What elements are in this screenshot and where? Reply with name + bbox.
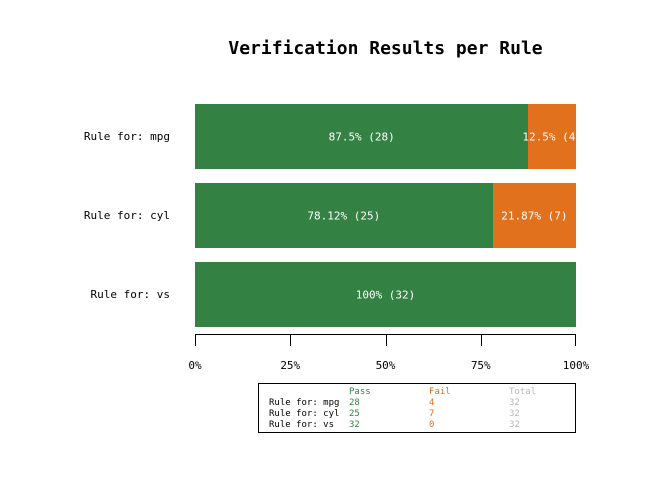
bar-segment-pass (195, 104, 529, 169)
axis-tick-label: 100% (562, 359, 590, 372)
table-cell-label: Rule for: vs (269, 420, 335, 430)
bar-segment-pass (195, 183, 493, 248)
table-cell-total: 32 (509, 420, 520, 430)
bar-category-label: Rule for: vs (90, 288, 170, 301)
stacked-bar: 87.5% (28) 12.5% (4) (195, 104, 576, 169)
axis-tick-label: 25% (280, 359, 301, 372)
stacked-bar: 78.12% (25) 21.87% (7) (195, 183, 576, 248)
table-cell-fail: 0 (429, 420, 435, 430)
table-cell-pass: 28 (349, 398, 360, 408)
axis-tick (575, 334, 576, 346)
chart-title: Verification Results per Rule (228, 38, 543, 59)
bar-label-fail: 21.87% (7) (501, 209, 568, 222)
axis-tick-label: 50% (375, 359, 396, 372)
table-cell-pass: 32 (349, 420, 360, 430)
bar-row: Rule for: vs 100% (32) (0, 262, 672, 327)
bar-category-label: Rule for: cyl (83, 209, 170, 222)
axis-tick (385, 334, 387, 346)
table-cell-total: 32 (509, 409, 520, 419)
table-row: Rule for: cyl 25 7 32 (259, 409, 575, 420)
bar-label-pass: 78.12% (25) (307, 209, 381, 222)
table-header-fail: Fail (429, 387, 451, 397)
table-header-total: Total (509, 387, 537, 397)
bar-segment-fail (492, 183, 576, 248)
axis-tick (195, 334, 196, 346)
table-cell-label: Rule for: mpg (269, 398, 340, 408)
stacked-bar: 100% (32) (195, 262, 576, 327)
table-cell-fail: 7 (429, 409, 435, 419)
bar-label-pass: 100% (32) (355, 288, 416, 301)
axis-tick-label: 75% (470, 359, 491, 372)
bar-segment-fail (528, 104, 576, 169)
table-cell-total: 32 (509, 398, 520, 408)
table-cell-pass: 25 (349, 409, 360, 419)
table-cell-label: Rule for: cyl (269, 409, 340, 419)
bar-label-pass: 87.5% (28) (328, 130, 395, 143)
table-header-row: Pass Fail Total (259, 387, 575, 398)
bar-row: Rule for: mpg 87.5% (28) 12.5% (4) (0, 104, 672, 169)
bar-category-label: Rule for: mpg (83, 130, 170, 143)
axis-tick (480, 334, 482, 346)
table-row: Rule for: vs 32 0 32 (259, 420, 575, 431)
bar-row: Rule for: cyl 78.12% (25) 21.87% (7) (0, 183, 672, 248)
summary-table: Pass Fail Total Rule for: mpg 28 4 32 Rule for:… (258, 383, 576, 433)
table-header-pass: Pass (349, 387, 371, 397)
x-axis: 0% 25% 50% 75% 100% (188, 334, 589, 374)
axis-tick-label: 0% (188, 359, 202, 372)
bar-label-fail: 12.5% (4) (522, 130, 576, 143)
bar-segment-pass (195, 262, 576, 327)
table-row: Rule for: mpg 28 4 32 (259, 398, 575, 409)
axis-tick (290, 334, 292, 346)
table-cell-fail: 4 (429, 398, 435, 408)
